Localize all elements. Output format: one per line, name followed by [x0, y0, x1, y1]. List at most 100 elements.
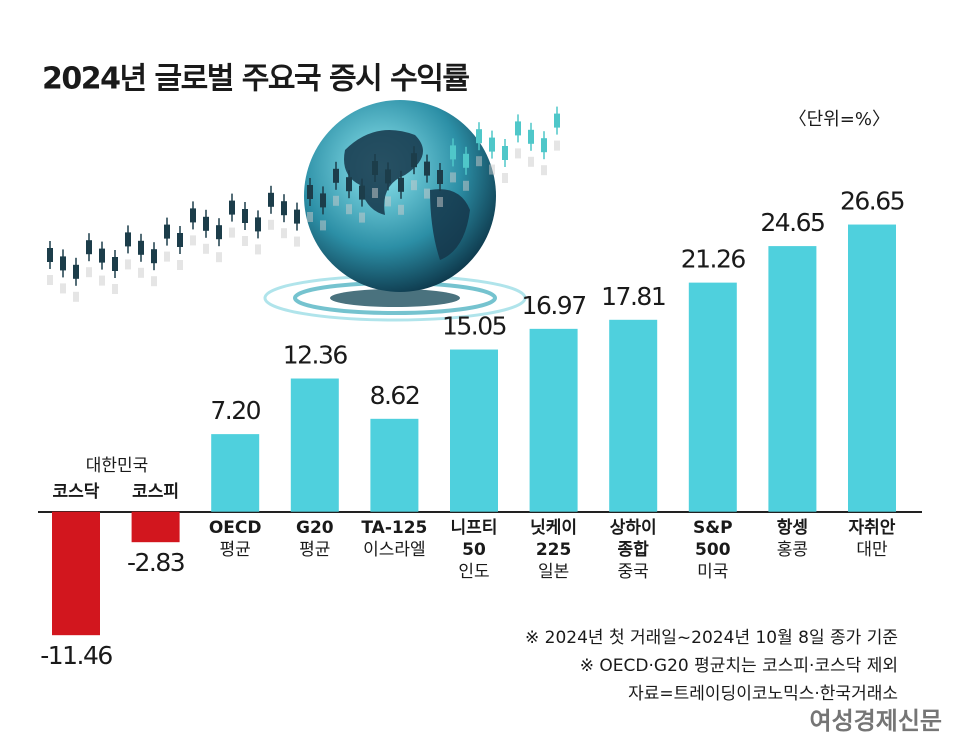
candle-reflection	[229, 227, 235, 238]
candle-reflection	[385, 196, 391, 207]
candle-reflection	[73, 291, 79, 302]
candle-body	[320, 193, 326, 208]
country-label: 이스라엘	[363, 540, 426, 560]
candle-body	[359, 185, 365, 200]
value-label: 17.81	[601, 282, 665, 311]
candle-reflection	[190, 235, 196, 246]
candle-body	[177, 233, 183, 247]
candle-reflection	[541, 165, 547, 176]
country-label: 평균	[220, 540, 251, 560]
x-tick-label: 니프티	[451, 518, 498, 538]
candle-reflection	[463, 180, 469, 191]
candle-body	[528, 129, 534, 144]
candle-body	[411, 153, 417, 168]
candle-reflection	[138, 267, 144, 278]
candle-reflection	[268, 219, 274, 230]
x-tick-label: 50	[462, 540, 486, 560]
candle-body	[450, 145, 456, 160]
candle-body	[242, 209, 248, 223]
candle-body	[73, 264, 79, 279]
x-tick-label: TA-125	[361, 518, 427, 538]
bar	[131, 511, 180, 543]
country-label: 평균	[299, 540, 330, 560]
decoration	[47, 100, 560, 322]
country-label: 홍콩	[777, 540, 808, 560]
candle-reflection	[411, 180, 417, 191]
x-tick-label: 항셍	[777, 517, 808, 538]
note: ※ OECD·G20 평균치는 코스피·코스닥 제외	[580, 656, 898, 676]
bar	[211, 434, 260, 512]
candle-reflection	[502, 173, 508, 183]
candle-body	[255, 217, 261, 232]
candle-reflection	[489, 164, 495, 175]
candle-body	[515, 121, 521, 136]
candle-reflection	[177, 260, 183, 270]
bar	[688, 282, 737, 512]
candle-reflection	[359, 212, 365, 223]
value-label: -2.83	[127, 548, 184, 577]
candle-body	[541, 138, 547, 153]
candle-reflection	[151, 276, 157, 287]
candle-reflection	[398, 204, 404, 215]
candle-reflection	[125, 259, 131, 270]
bar	[450, 349, 498, 512]
candle-body	[112, 257, 118, 271]
value-label: 21.26	[681, 245, 746, 274]
candle-reflection	[333, 195, 339, 206]
x-tick-label: G20	[296, 518, 334, 538]
candle-body	[164, 224, 170, 239]
candle-body	[138, 240, 144, 255]
x-tick-label: 상하이	[610, 518, 657, 538]
candle-body	[554, 113, 560, 128]
value-label: 7.20	[210, 396, 260, 425]
candle-reflection	[346, 204, 352, 215]
candle-body	[229, 200, 235, 215]
watermark: 여성경제신문	[810, 707, 942, 735]
x-tick-label: 종합	[618, 539, 650, 560]
candle-reflection	[476, 156, 482, 167]
bar	[370, 418, 419, 512]
candle-body	[60, 256, 66, 271]
country-label: 대만	[856, 540, 888, 560]
candle-body	[294, 209, 300, 224]
candle-body	[489, 137, 495, 152]
candle-body	[333, 168, 339, 183]
candle-reflection	[528, 156, 534, 167]
candle-body	[47, 248, 53, 262]
candle-body	[385, 169, 391, 184]
candle-body	[151, 249, 157, 264]
note: ※ 2024년 첫 거래일~2024년 10월 8일 종가 기준	[525, 628, 898, 648]
value-label: -11.46	[40, 641, 112, 670]
candle-body	[346, 177, 352, 192]
country-label: 일본	[538, 562, 569, 582]
candle-reflection	[203, 243, 209, 254]
candle-reflection	[112, 284, 118, 294]
candle-body	[398, 177, 404, 192]
candle-body	[502, 146, 508, 160]
candle-reflection	[255, 244, 261, 255]
candle-body	[190, 208, 196, 223]
value-label: 15.05	[442, 312, 506, 341]
candle-reflection	[164, 251, 170, 262]
candle-reflection	[47, 275, 53, 285]
country-label: 인도	[458, 562, 489, 582]
candle-reflection	[60, 283, 66, 294]
note: 자료=트레이딩이코노믹스·한국거래소	[628, 684, 898, 704]
candle-body	[476, 129, 482, 144]
x-tick-label: 코스닥	[53, 482, 100, 502]
candle-body	[281, 201, 287, 216]
candle-body	[86, 240, 92, 255]
candle-reflection	[450, 172, 456, 183]
bar	[52, 511, 100, 636]
candle-reflection	[294, 236, 300, 247]
x-tick-label: OECD	[209, 518, 262, 538]
candle-body	[125, 232, 131, 247]
candle-reflection	[437, 197, 443, 207]
candle-reflection	[320, 220, 326, 231]
candle-reflection	[281, 228, 287, 239]
candle-body	[268, 192, 274, 207]
bar	[529, 328, 578, 512]
bar	[848, 224, 896, 512]
x-tick-label: 닛케이	[530, 518, 577, 538]
country-label: 중국	[618, 562, 649, 582]
